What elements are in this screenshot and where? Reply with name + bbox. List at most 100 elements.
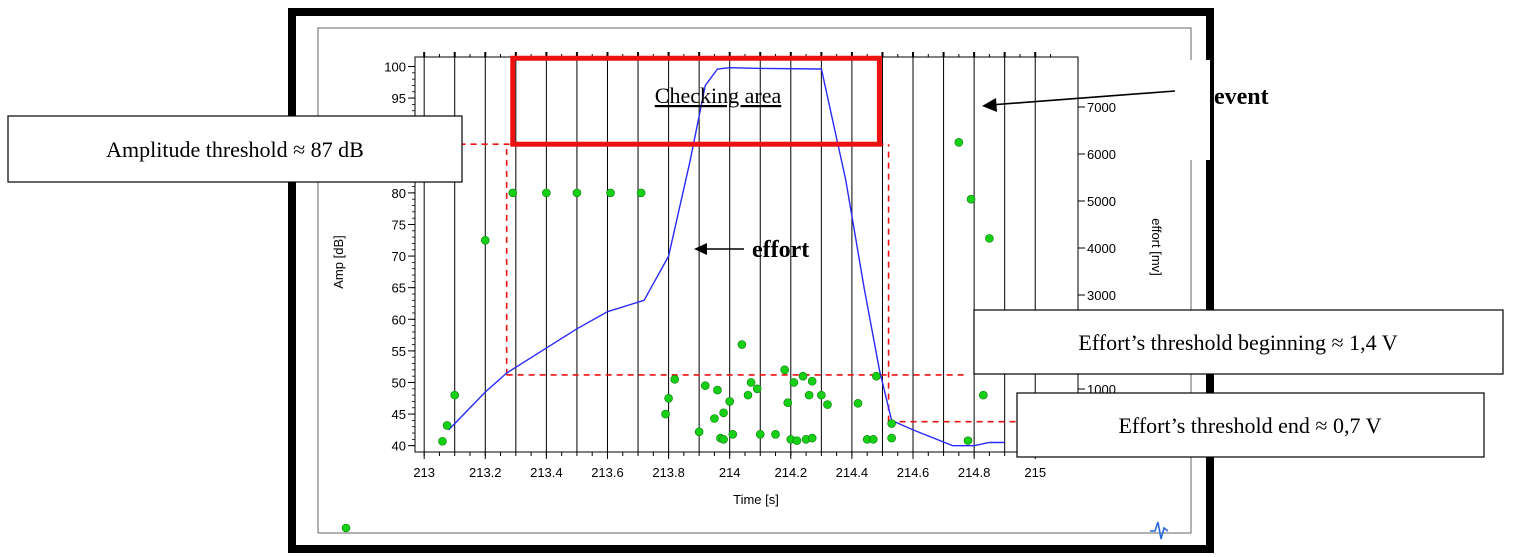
x-tick-label: 214.4 bbox=[836, 465, 869, 480]
event-point bbox=[700, 381, 710, 390]
x-tick-label: 214.2 bbox=[775, 465, 808, 480]
x-tick-label: 213.4 bbox=[530, 465, 563, 480]
event-point bbox=[670, 375, 680, 384]
effort-threshold-beginning-box bbox=[973, 309, 1504, 375]
event-point bbox=[746, 378, 756, 387]
event-point bbox=[508, 188, 518, 198]
event-points bbox=[438, 138, 994, 446]
waveform-icon bbox=[1150, 521, 1169, 540]
corner-event-point bbox=[341, 523, 351, 533]
event-point bbox=[694, 427, 704, 437]
x-tick-label: 213.6 bbox=[591, 465, 624, 480]
event-point bbox=[872, 371, 881, 381]
event-point bbox=[887, 419, 896, 428]
plot-area bbox=[414, 56, 1079, 453]
y-right-tick-label: 7000 bbox=[1087, 100, 1116, 115]
event-point bbox=[725, 397, 734, 406]
y-left-tick-label: 45 bbox=[392, 407, 406, 422]
effort-threshold-end-box bbox=[1016, 392, 1485, 458]
checking-area-label: Checking area bbox=[655, 83, 782, 108]
x-tick-label: 214 bbox=[719, 465, 741, 480]
event-point bbox=[823, 400, 832, 409]
event-point bbox=[728, 430, 738, 439]
event-label: event bbox=[1214, 84, 1269, 110]
y-right-tick-label: 4000 bbox=[1087, 241, 1116, 256]
event-point bbox=[804, 390, 814, 400]
event-arrow bbox=[989, 90, 1176, 106]
event-point bbox=[572, 188, 582, 198]
y-left-tick-label: 70 bbox=[392, 249, 406, 264]
event-point bbox=[985, 234, 994, 243]
x-tick-label: 214.6 bbox=[897, 465, 930, 480]
event-point bbox=[442, 421, 452, 430]
effort-threshold-end-label: Effort’s threshold end ≈ 0,7 V bbox=[1118, 413, 1381, 438]
event-point bbox=[817, 390, 826, 400]
x-axis-label: Time [s] bbox=[733, 492, 779, 507]
x-axis-ticks: 213 213.2 213.4 213.6 213.8 214 214.2 214.4 214.… bbox=[413, 452, 1067, 480]
event-point bbox=[719, 408, 728, 418]
event-point bbox=[713, 385, 722, 395]
event-point bbox=[719, 435, 728, 444]
x-tick-label: 215 bbox=[1024, 465, 1046, 480]
x-tick-label: 214.8 bbox=[958, 465, 991, 480]
y-right-axis-label: effort [mv] bbox=[1149, 218, 1164, 276]
event-point bbox=[792, 436, 802, 445]
event-point bbox=[868, 435, 878, 444]
event-point bbox=[887, 433, 896, 443]
event-point bbox=[752, 384, 762, 394]
event-point bbox=[807, 376, 817, 386]
x-tick-label: 213.2 bbox=[469, 465, 502, 480]
event-point bbox=[636, 188, 646, 198]
y-left-tick-label: 55 bbox=[392, 344, 406, 359]
event-point bbox=[966, 194, 976, 204]
event-point bbox=[771, 430, 780, 439]
y-left-tick-label: 50 bbox=[392, 375, 406, 390]
event-point bbox=[737, 340, 747, 349]
event-arrowhead bbox=[982, 98, 997, 112]
event-point bbox=[710, 414, 719, 423]
event-point bbox=[755, 430, 765, 439]
event-point bbox=[853, 399, 863, 408]
event-point bbox=[954, 138, 964, 147]
x-tick-label: 213 bbox=[413, 465, 435, 480]
checking-area-rect bbox=[510, 55, 882, 147]
x-tick-label: 213.8 bbox=[652, 465, 685, 480]
y-left-tick-label: 60 bbox=[392, 312, 406, 327]
effort-curve bbox=[448, 66, 1005, 447]
effort-threshold-beginning-label: Effort’s threshold beginning ≈ 1,4 V bbox=[1078, 330, 1397, 355]
y-right-tick-label: 3000 bbox=[1087, 288, 1116, 303]
y-right-tick-label: 6000 bbox=[1087, 147, 1116, 162]
event-point bbox=[783, 398, 793, 408]
event-point bbox=[798, 371, 808, 381]
amplitude-threshold-label: Amplitude threshold ≈ 87 dB bbox=[106, 137, 364, 162]
inner-frame bbox=[317, 27, 1192, 534]
event-point bbox=[542, 188, 551, 198]
event-point bbox=[743, 390, 753, 400]
event-label-bg bbox=[1182, 60, 1210, 160]
event-point bbox=[664, 393, 673, 403]
event-point bbox=[807, 433, 817, 443]
y-left-axis-label: Amp [dB] bbox=[331, 235, 346, 288]
y-left-tick-label: 100 bbox=[384, 59, 406, 74]
y-left-tick-label: 80 bbox=[392, 186, 406, 201]
event-point bbox=[963, 436, 973, 445]
event-point bbox=[480, 235, 490, 245]
effort-label: effort bbox=[752, 237, 809, 263]
event-point bbox=[661, 409, 670, 419]
y-left-tick-label: 75 bbox=[392, 217, 406, 232]
event-point bbox=[789, 378, 799, 387]
effort-line bbox=[448, 66, 1005, 447]
y-left-tick-label: 95 bbox=[392, 91, 406, 106]
event-point bbox=[438, 436, 447, 446]
event-point bbox=[780, 365, 789, 375]
y-left-tick-label: 65 bbox=[392, 281, 406, 296]
event-point bbox=[606, 188, 615, 198]
checking-area-box bbox=[510, 55, 882, 147]
y-right-tick-label: 5000 bbox=[1087, 194, 1116, 209]
event-point bbox=[978, 390, 988, 400]
amplitude-threshold-box bbox=[7, 115, 463, 183]
effort-arrowhead bbox=[694, 243, 707, 255]
event-point bbox=[450, 390, 460, 400]
